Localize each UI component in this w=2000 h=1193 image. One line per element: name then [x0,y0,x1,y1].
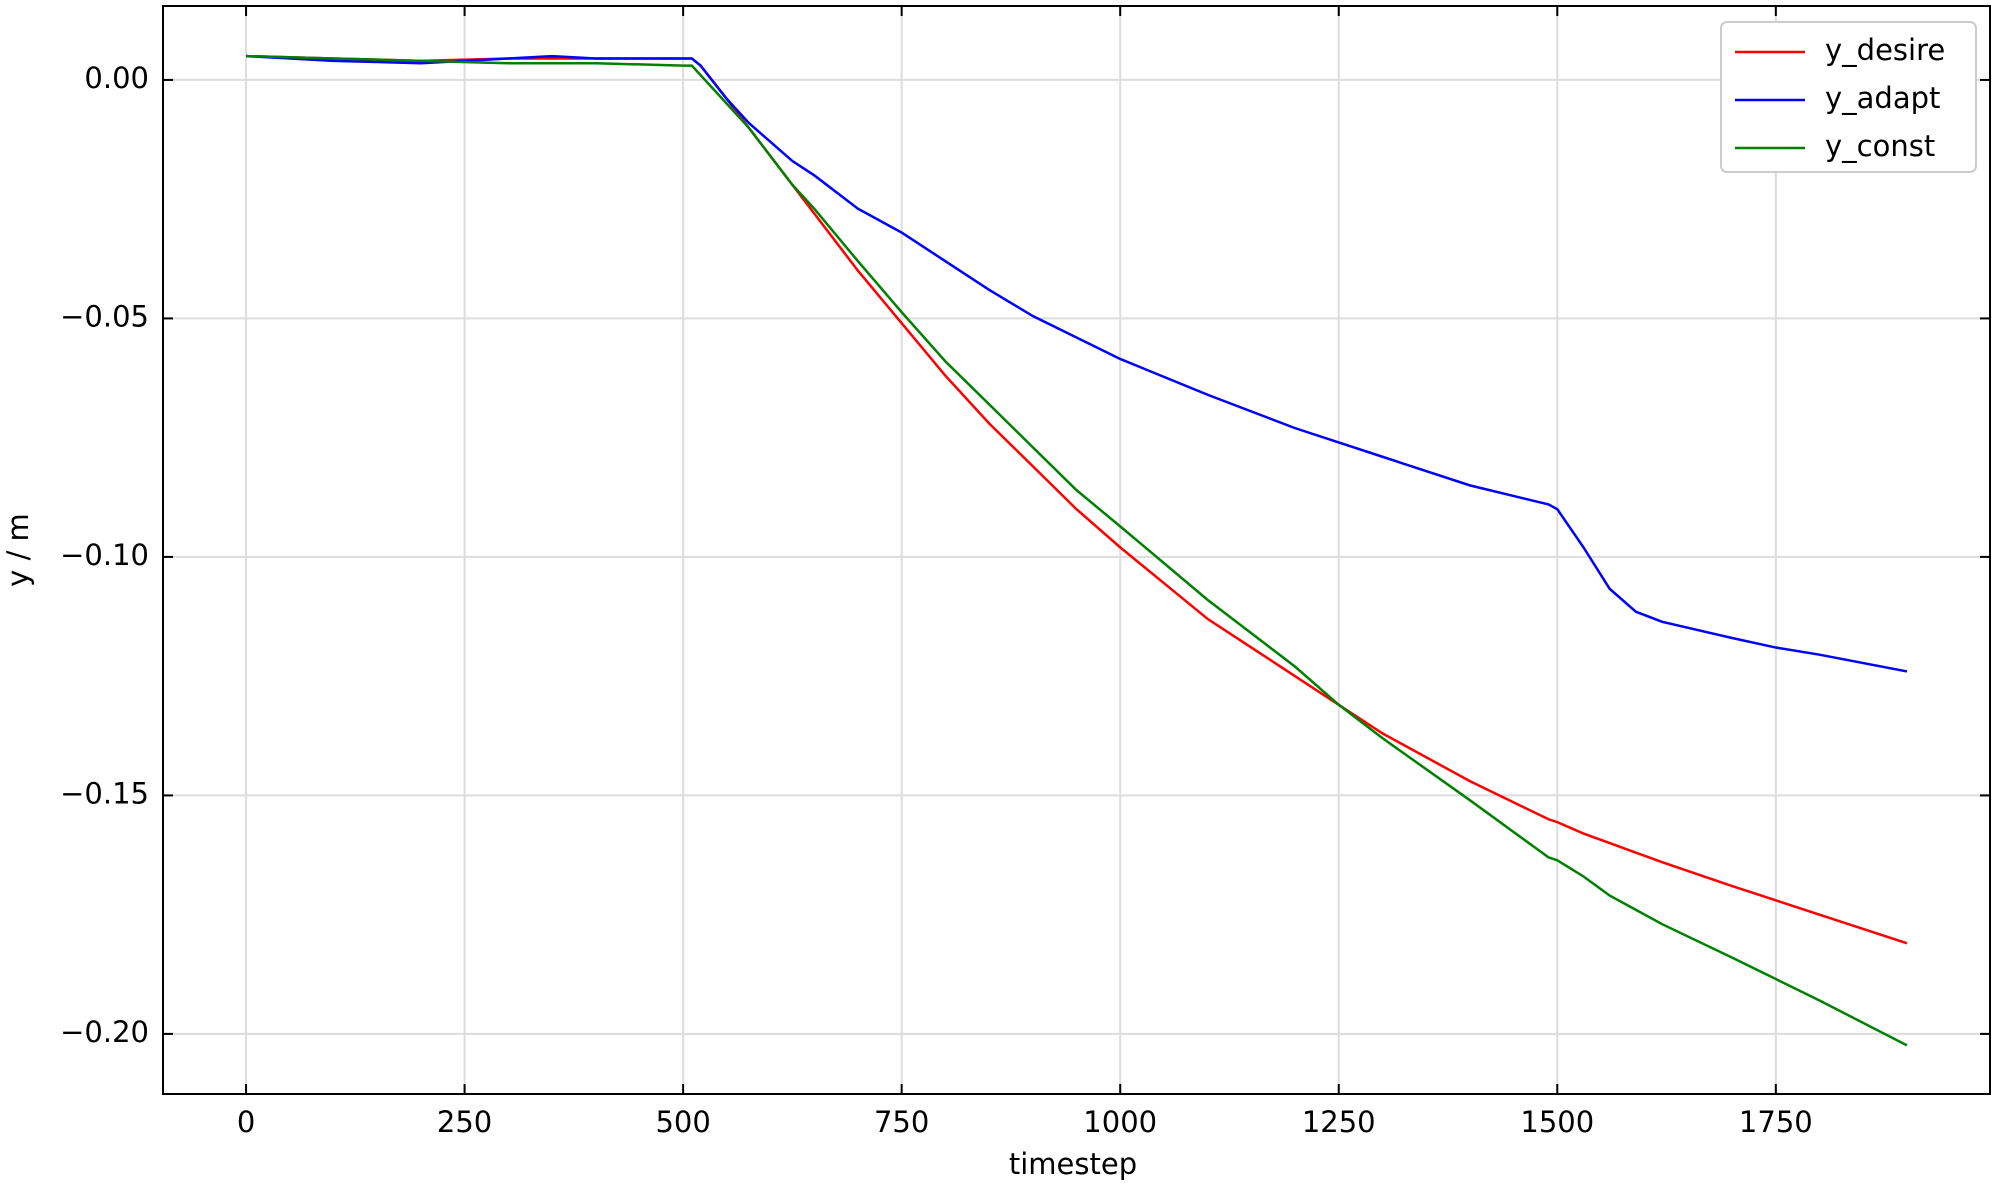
x-tick-label: 1250 [1302,1105,1376,1139]
x-tick-label: 750 [874,1105,929,1139]
x-tick-label: 250 [437,1105,492,1139]
legend-box [1720,21,1977,173]
y-tick-label: 0.00 [84,61,149,95]
series-line [246,54,1908,1047]
legend-label: y_adapt [1825,81,1940,115]
y-tick-label: −0.20 [60,1015,149,1049]
series-line [246,54,1908,945]
legend-label: y_desire [1825,33,1945,67]
x-tick-label: 500 [655,1105,710,1139]
x-tick-label: 0 [237,1105,255,1139]
legend-label: y_const [1825,129,1935,163]
series-line [245,54,1908,673]
y-tick-label: −0.15 [60,776,149,810]
x-tick-label: 1000 [1083,1105,1157,1139]
y-axis-label: y / m [1,513,35,587]
y-tick-label: −0.05 [60,299,149,333]
x-axis-label: timestep [1009,1147,1137,1181]
x-tick-label: 1750 [1739,1105,1813,1139]
y-tick-label: −0.10 [60,538,149,572]
plot-frame [162,5,1991,1095]
x-tick-label: 1500 [1520,1105,1594,1139]
